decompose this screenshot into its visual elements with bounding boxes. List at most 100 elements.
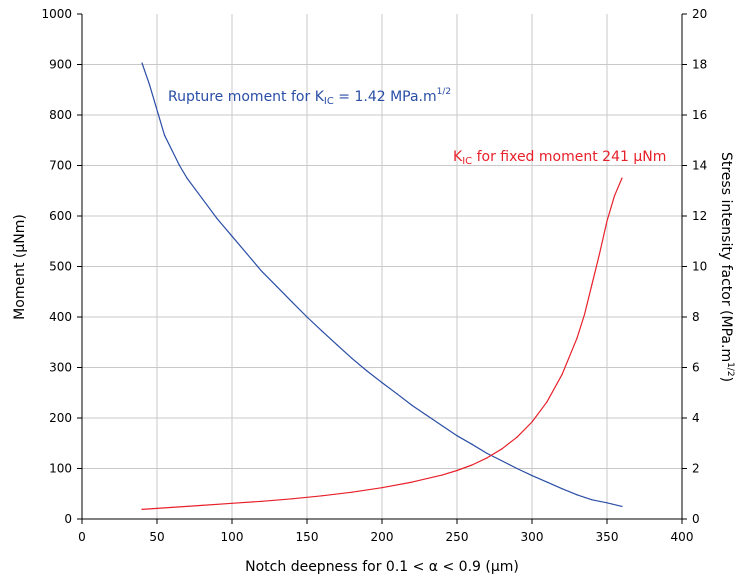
series-label-rupture-sup: 1/2 bbox=[437, 87, 451, 97]
series-point-1 bbox=[486, 457, 488, 459]
series-point-1 bbox=[516, 436, 518, 438]
axes bbox=[77, 13, 687, 524]
series-point-1 bbox=[261, 500, 263, 502]
y-axis-right-title-sup: 1/2 bbox=[725, 362, 735, 376]
y-axis-right-title-close: ) bbox=[718, 377, 734, 382]
y-axis-right-title-main: Stress intensity factor (MPa.m bbox=[718, 152, 734, 362]
y-right-tick-label: 6 bbox=[692, 361, 700, 375]
y-right-tick-label: 8 bbox=[692, 310, 700, 324]
x-tick-label: 200 bbox=[371, 530, 394, 544]
series-point-1 bbox=[583, 313, 586, 316]
series-point-0 bbox=[163, 134, 166, 136]
series-point-1 bbox=[591, 283, 593, 285]
series-point-1 bbox=[171, 506, 173, 508]
series-point-1 bbox=[546, 401, 548, 403]
series-point-0 bbox=[606, 502, 608, 504]
y-axis-right-title: Stress intensity factor (MPa.m1/2) bbox=[718, 152, 735, 382]
series-point-1 bbox=[411, 481, 413, 483]
series-point-1 bbox=[351, 491, 353, 493]
series-point-0 bbox=[276, 286, 278, 288]
series-point-1 bbox=[321, 495, 323, 497]
series-point-1 bbox=[613, 195, 616, 197]
series-point-1 bbox=[141, 508, 143, 511]
grid bbox=[82, 14, 682, 519]
series-point-0 bbox=[561, 488, 563, 490]
y-left-tick-label: 400 bbox=[49, 310, 72, 324]
series-point-0 bbox=[546, 481, 548, 483]
series-point-1 bbox=[576, 337, 578, 339]
y-left-tick-label: 100 bbox=[49, 462, 72, 476]
y-left-tick-label: 1000 bbox=[41, 7, 72, 21]
tick-labels: 0 50 100 150 200 250 300 350 4000100200300400500… bbox=[41, 7, 707, 544]
y-left-tick-label: 200 bbox=[49, 411, 72, 425]
series-point-0 bbox=[156, 109, 158, 111]
series-label-kic-main: K bbox=[453, 149, 463, 165]
series-point-0 bbox=[426, 414, 428, 417]
series-point-1 bbox=[621, 177, 623, 179]
y-left-tick-label: 500 bbox=[49, 260, 72, 274]
series-point-1 bbox=[291, 498, 293, 500]
y-left-tick-label: 900 bbox=[49, 58, 72, 72]
series-point-1 bbox=[201, 504, 203, 506]
x-tick-label: 300 bbox=[521, 530, 544, 544]
series-point-0 bbox=[516, 467, 518, 470]
y-right-tick-label: 20 bbox=[692, 7, 707, 21]
series-point-0 bbox=[351, 357, 353, 360]
series-label-rupture-rest: = 1.42 MPa.m bbox=[334, 89, 437, 105]
series-point-0 bbox=[216, 217, 218, 220]
series-label-kic-sub: IC bbox=[462, 156, 472, 167]
series-point-0 bbox=[396, 393, 398, 395]
series-point-0 bbox=[171, 149, 173, 151]
series-point-1 bbox=[606, 220, 608, 222]
series-point-0 bbox=[336, 344, 338, 346]
series-point-0 bbox=[471, 443, 473, 445]
series-point-1 bbox=[441, 474, 443, 476]
series-point-0 bbox=[201, 197, 203, 199]
series-line-0 bbox=[141, 62, 623, 507]
x-tick-label: 250 bbox=[446, 530, 469, 544]
x-tick-label: 150 bbox=[296, 530, 319, 544]
y-left-tick-label: 300 bbox=[49, 361, 72, 375]
series-point-0 bbox=[486, 452, 488, 454]
series-label-rupture-moment: Rupture moment for KIC = 1.42 MPa.m1/2 bbox=[168, 87, 451, 107]
series-point-1 bbox=[501, 448, 503, 450]
series-point-1 bbox=[381, 487, 383, 489]
y-left-tick-label: 800 bbox=[49, 108, 72, 122]
series-point-0 bbox=[306, 316, 308, 318]
series-point-0 bbox=[531, 474, 533, 477]
series-point-1 bbox=[471, 464, 473, 466]
series-point-0 bbox=[141, 62, 143, 64]
series bbox=[141, 62, 623, 511]
y-left-tick-label: 0 bbox=[64, 512, 72, 526]
series-point-0 bbox=[366, 370, 368, 372]
series-point-1 bbox=[531, 421, 533, 423]
series-line-1 bbox=[141, 177, 623, 510]
y-right-tick-label: 4 bbox=[692, 411, 700, 425]
series-point-0 bbox=[411, 404, 413, 406]
y-right-tick-label: 10 bbox=[692, 260, 707, 274]
series-point-0 bbox=[456, 435, 458, 437]
series-label-kic: KIC for fixed moment 241 μNm bbox=[453, 149, 666, 167]
series-point-0 bbox=[148, 84, 151, 86]
y-right-tick-label: 14 bbox=[692, 159, 707, 173]
series-point-0 bbox=[381, 382, 383, 384]
series-point-0 bbox=[261, 270, 263, 273]
series-point-1 bbox=[231, 502, 233, 504]
series-label-rupture-sub: IC bbox=[324, 96, 334, 107]
series-point-1 bbox=[598, 253, 601, 255]
x-tick-label: 0 bbox=[78, 530, 86, 544]
y-right-tick-label: 18 bbox=[692, 58, 707, 72]
x-tick-label: 50 bbox=[149, 530, 164, 544]
series-point-0 bbox=[231, 235, 233, 237]
series-point-1 bbox=[561, 373, 563, 376]
y-left-tick-label: 700 bbox=[49, 159, 72, 173]
series-point-0 bbox=[621, 505, 623, 507]
series-point-0 bbox=[501, 460, 503, 462]
y-left-tick-label: 600 bbox=[49, 209, 72, 223]
series-point-0 bbox=[186, 177, 188, 179]
series-label-kic-rest: for fixed moment 241 μNm bbox=[472, 149, 666, 165]
y-right-tick-label: 16 bbox=[692, 108, 707, 122]
x-axis-title: Notch deepness for 0.1 < α < 0.9 (μm) bbox=[245, 559, 519, 575]
